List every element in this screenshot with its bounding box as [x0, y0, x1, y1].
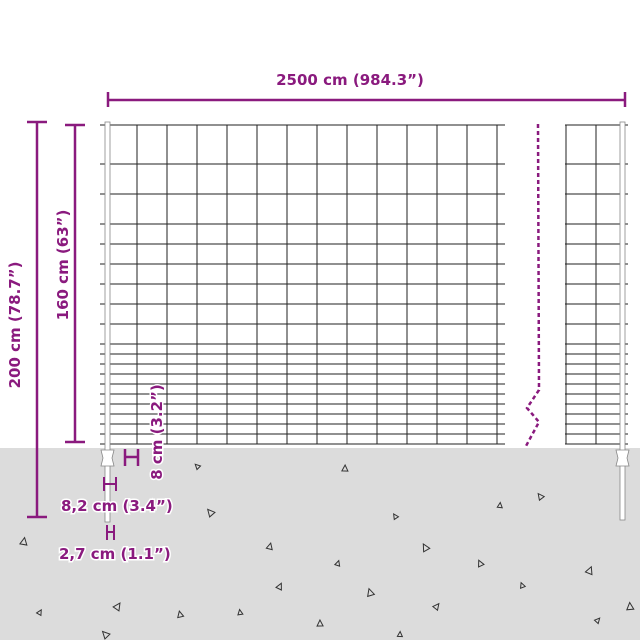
mesh-spacing-label: 8 cm (3.2”): [148, 384, 166, 480]
length-label: 2500 cm (984.3”): [276, 71, 424, 89]
right-post-anchor: [615, 449, 630, 467]
ground: [0, 448, 640, 640]
stone: [275, 582, 282, 591]
length-dimension-line: [106, 92, 627, 107]
stone: [341, 463, 349, 472]
stone: [35, 608, 42, 617]
left-post: [104, 121, 111, 523]
post-detail-label: 2,7 cm (1.1”): [59, 545, 171, 563]
fence-height-dimension-line: [65, 123, 85, 444]
break-line: [524, 123, 541, 447]
stone: [431, 602, 440, 612]
stone: [496, 501, 503, 509]
stone: [537, 492, 546, 502]
total-height-dimension-line: [27, 120, 47, 519]
stone: [393, 512, 400, 521]
stone: [593, 617, 601, 625]
stone: [519, 581, 527, 589]
post-width-label: 8,2 cm (3.4”): [61, 497, 173, 515]
left-post-anchor: [100, 449, 115, 467]
mesh-spacing-marker: [123, 449, 140, 466]
stone: [194, 463, 202, 471]
stone: [177, 609, 185, 619]
stone: [316, 618, 324, 627]
fence-posts: [100, 121, 630, 523]
stone: [265, 542, 273, 551]
post-width-marker: [103, 477, 117, 491]
right-post: [619, 121, 626, 521]
stone: [333, 559, 341, 567]
total-height-label: 200 cm (78.7”): [6, 262, 24, 389]
stone: [101, 630, 111, 640]
stone: [19, 536, 28, 546]
dimension-lines: [27, 92, 627, 540]
stone: [237, 608, 244, 616]
stone: [367, 587, 376, 598]
ground-stones: [19, 463, 635, 640]
post-detail-marker: [106, 525, 115, 540]
stone: [422, 542, 431, 553]
stone: [478, 559, 485, 568]
fence-height-label: 160 cm (63”): [54, 210, 72, 321]
stone: [626, 601, 635, 611]
stone: [112, 602, 121, 612]
stone: [206, 508, 216, 518]
wire-mesh: [100, 124, 628, 445]
stone: [584, 565, 593, 576]
stone: [396, 630, 404, 638]
